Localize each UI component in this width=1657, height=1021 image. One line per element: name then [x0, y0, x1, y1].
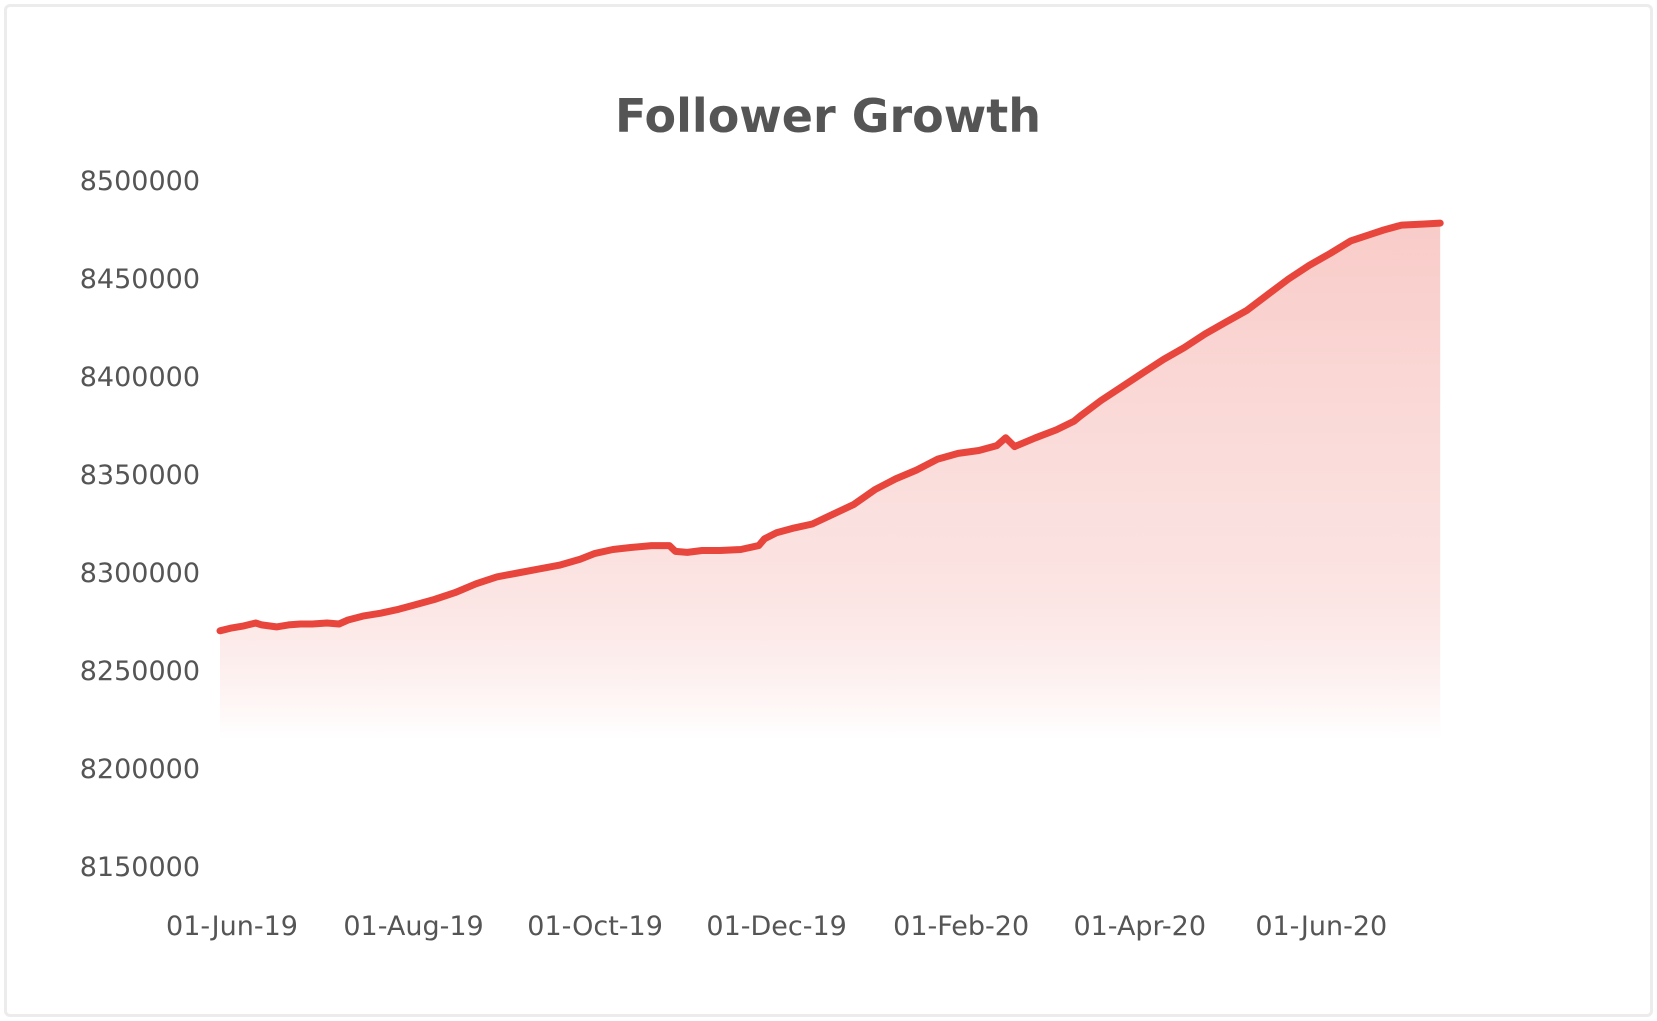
series-line [216, 219, 1444, 635]
x-tick-label: 01-Feb-20 [893, 911, 1029, 942]
x-tick-label: 01-Jun-20 [1255, 911, 1387, 942]
x-tick-label: 01-Oct-19 [527, 911, 663, 942]
series-area [220, 223, 1441, 741]
y-tick-label: 8250000 [80, 656, 200, 687]
x-tick-label: 01-Apr-20 [1073, 911, 1206, 942]
y-tick-label: 8400000 [80, 362, 200, 393]
chart-title: Follower Growth [615, 89, 1041, 143]
y-tick-label: 8500000 [80, 166, 200, 197]
x-tick-label: 01-Aug-19 [343, 911, 483, 942]
y-tick-label: 8450000 [80, 264, 200, 295]
x-axis-ticks: 01-Jun-19 01-Aug-19 01-Oct-19 01-Dec-19 01-F… [166, 911, 1387, 942]
y-tick-label: 8350000 [80, 460, 200, 491]
y-axis-ticks: 8500000 8450000 8400000 8350000 8300000 82500… [80, 166, 200, 883]
y-tick-label: 8200000 [80, 754, 200, 785]
y-tick-label: 8150000 [80, 852, 200, 883]
x-tick-label: 01-Jun-19 [166, 911, 298, 942]
y-tick-label: 8300000 [80, 558, 200, 589]
x-tick-label: 01-Dec-19 [706, 911, 846, 942]
